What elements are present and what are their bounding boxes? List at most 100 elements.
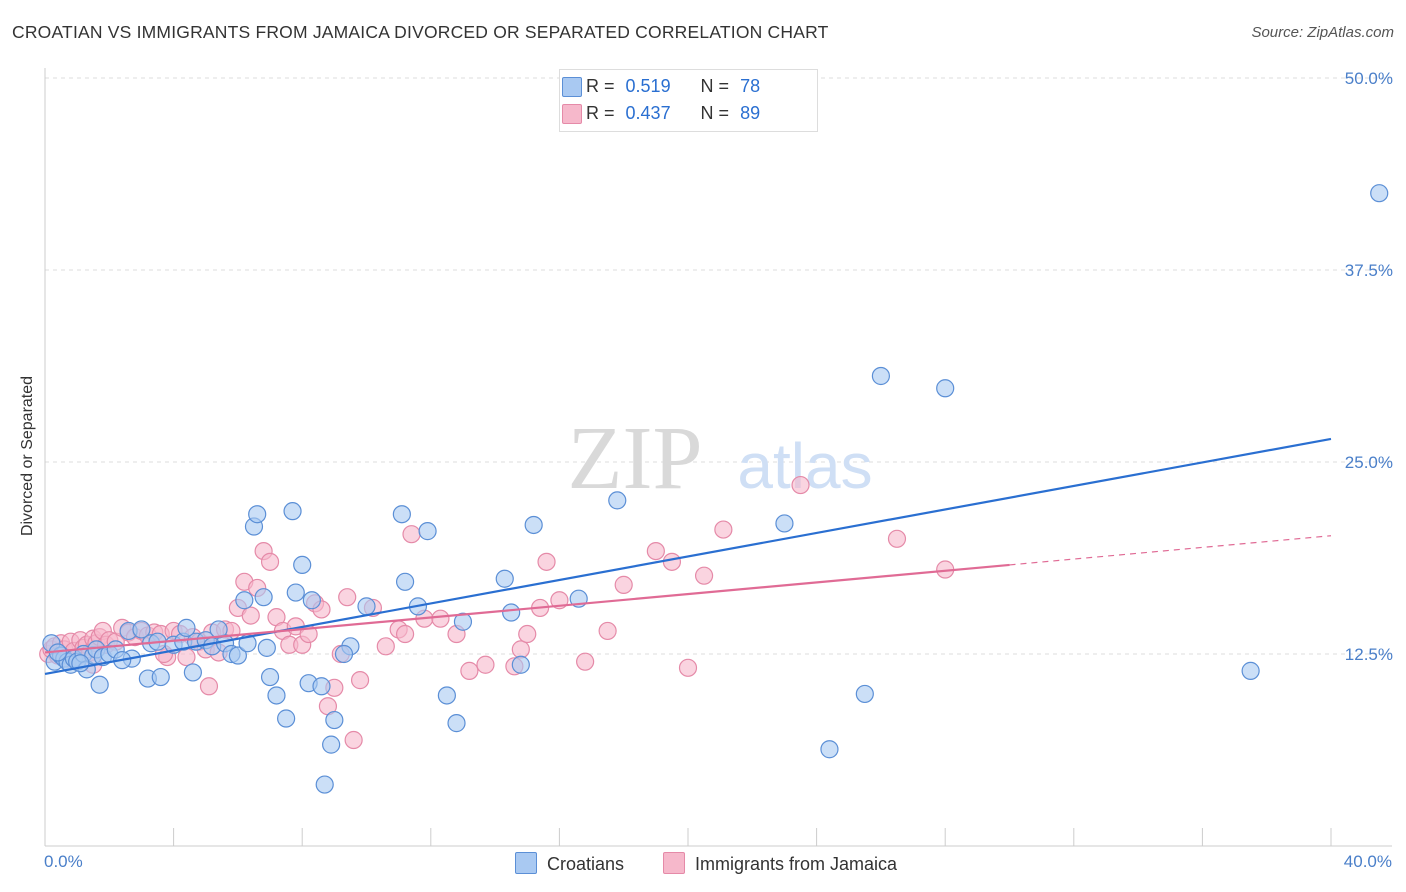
croatian-point [209, 620, 228, 639]
jamaica-point [646, 541, 665, 561]
croatian-point [502, 603, 521, 622]
jamaica-point [678, 658, 698, 677]
jamaica-point [537, 552, 556, 571]
r-label: R = [586, 103, 615, 123]
y-tick-label: 50.0% [1345, 69, 1393, 88]
jamaica-point [662, 552, 682, 571]
stats-row-jamaica: R = 0.437 N = 89 [562, 101, 760, 125]
jamaica-point [344, 730, 363, 750]
croatian-point [283, 502, 302, 521]
croatian-point [132, 620, 151, 639]
jamaica-point [887, 529, 907, 548]
croatian-point [936, 379, 955, 398]
croatian-point [302, 591, 321, 610]
croatian-point [257, 638, 276, 657]
croatian-point [524, 515, 543, 535]
croatian-point [447, 714, 466, 733]
jamaica-point [376, 637, 395, 656]
croatian-point [453, 612, 473, 631]
axes [44, 68, 1392, 847]
x-tick-min: 0.0% [44, 852, 83, 871]
source-label: Source: ZipAtlas.com [1251, 24, 1394, 41]
jamaica-point [598, 621, 617, 641]
croatian-point [855, 684, 874, 704]
croatian-point [286, 583, 305, 602]
croatian-point [293, 555, 312, 575]
y-tick-labels: 12.5% 25.0% 37.5% 50.0% [1345, 69, 1393, 664]
r-value: 0.437 [625, 103, 671, 123]
croatian-point [357, 597, 376, 616]
jamaica-point [714, 520, 733, 539]
jamaica-point [476, 655, 495, 674]
croatian-point [437, 686, 456, 705]
y-tick-label: 12.5% [1345, 645, 1393, 664]
n-label: N = [700, 76, 730, 96]
data-points [39, 184, 1389, 794]
croatian-point [1370, 184, 1389, 203]
x-tick-max: 40.0% [1343, 852, 1392, 871]
y-tick-label: 37.5% [1345, 261, 1393, 280]
croatian-point [608, 491, 627, 510]
jamaica-point [511, 640, 530, 659]
n-value: 78 [740, 76, 761, 96]
croatian-point [395, 572, 415, 591]
croatians-trend-line [44, 437, 1332, 676]
croatian-point [228, 646, 247, 665]
croatian-point [820, 740, 839, 759]
croatian-point [322, 735, 341, 754]
blue-swatch [562, 77, 582, 97]
y-tick-label: 25.0% [1345, 453, 1393, 472]
y-axis-title: Divorced or Separated [19, 375, 36, 537]
n-label: N = [700, 103, 730, 123]
jamaica-point [576, 652, 595, 671]
r-value: 0.519 [625, 76, 671, 96]
legend-item-croatians[interactable]: Croatians [515, 852, 624, 878]
jamaica-point [694, 566, 714, 585]
croatian-point [277, 709, 296, 728]
stats-row-croatians: R = 0.519 N = 78 [562, 74, 761, 98]
croatian-point [235, 591, 254, 610]
jamaica-point [460, 661, 479, 680]
croatian-point [254, 588, 273, 607]
croatian-point [334, 644, 354, 664]
jamaica-point [260, 552, 280, 571]
jamaica-point [338, 588, 357, 607]
jamaica-point [395, 624, 415, 644]
legend-label: Croatians [547, 854, 625, 874]
pink-swatch [562, 104, 582, 124]
legend-label: Immigrants from Jamaica [695, 854, 898, 874]
jamaica-trend-line [44, 563, 1010, 654]
r-label: R = [586, 76, 615, 96]
jamaica-point [518, 624, 537, 644]
chart-title: CROATIAN VS IMMIGRANTS FROM JAMAICA DIVO… [12, 22, 829, 42]
croatian-point [325, 710, 344, 730]
croatian-point [183, 663, 202, 682]
croatian-point [267, 686, 286, 705]
jamaica-point [431, 609, 450, 628]
jamaica-point [350, 671, 370, 690]
croatian-point [418, 522, 437, 541]
stats-legend: R = 0.519 N = 78 R = 0.437 N = 89 [559, 69, 818, 132]
jamaica-point [614, 575, 633, 594]
jamaica-point [241, 606, 260, 625]
jamaica-point [199, 677, 219, 696]
croatian-point [511, 655, 530, 674]
pink-swatch [663, 852, 685, 874]
trend-lines [44, 437, 1332, 676]
croatian-point [1241, 661, 1260, 680]
croatian-point [495, 569, 514, 588]
croatian-point [177, 618, 196, 637]
croatian-point [151, 667, 170, 687]
watermark-zip: ZIP [568, 409, 703, 508]
jamaica-point [402, 525, 421, 544]
croatian-point [775, 514, 794, 533]
croatian-point [260, 667, 280, 687]
jamaica-trend-extension [1009, 535, 1332, 566]
legend-item-jamaica[interactable]: Immigrants from Jamaica [663, 852, 897, 878]
blue-swatch [515, 852, 537, 874]
croatian-point [248, 505, 267, 524]
croatian-point [315, 775, 334, 794]
jamaica-point [791, 475, 810, 495]
jamaica-point [177, 647, 196, 667]
